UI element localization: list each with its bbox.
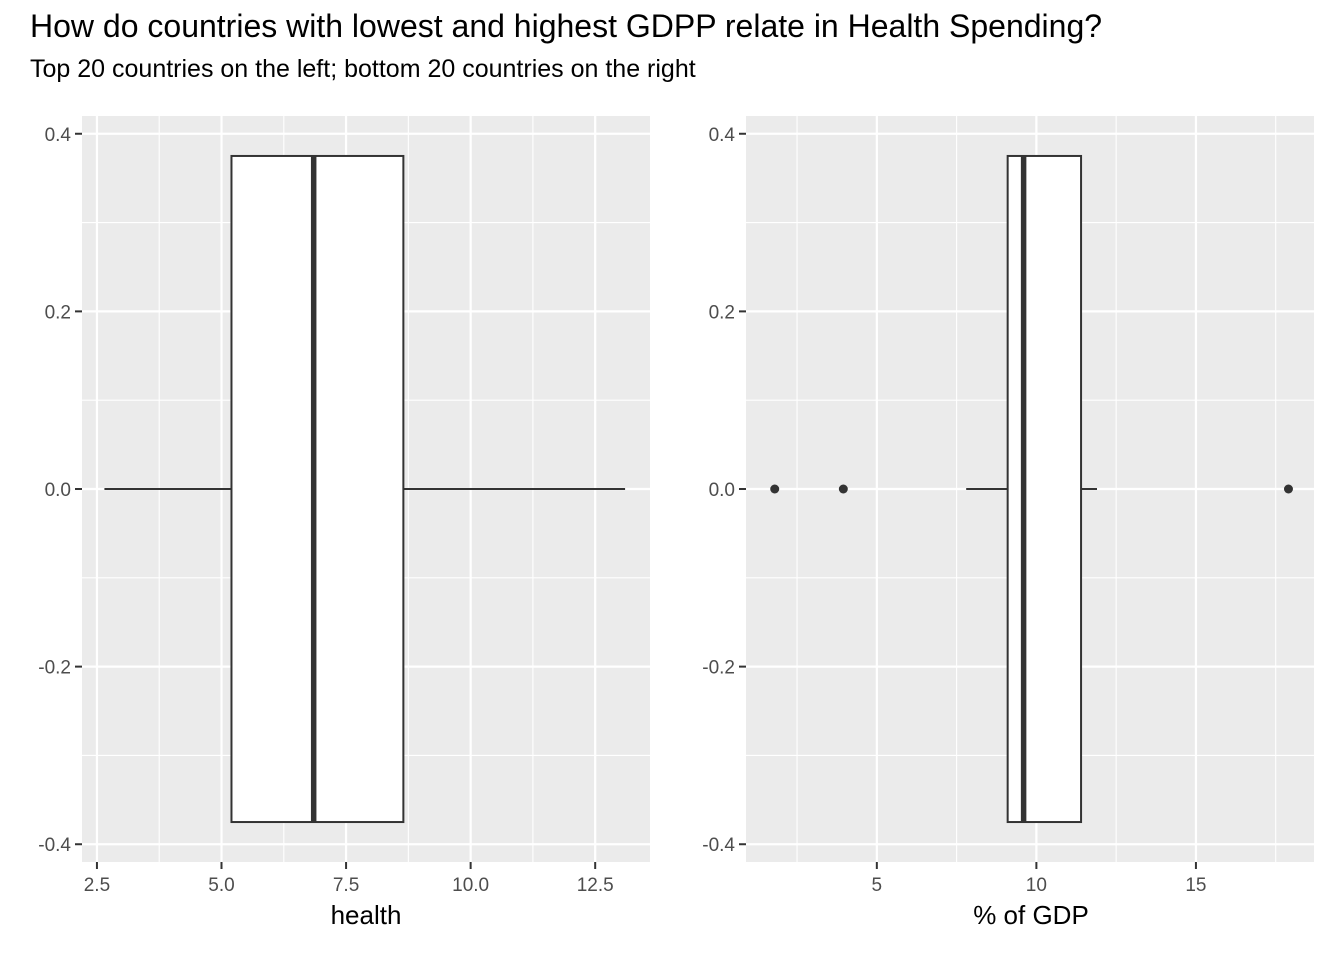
panel-1-x-tick-label: 7.5: [333, 875, 359, 896]
panel-1-y-tick-label: 0.4: [45, 125, 72, 146]
panel-2-y-tick-label: 0.4: [709, 125, 736, 146]
panel-2-box: [1006, 154, 1083, 824]
panel-2: 0.4 0.2 0.0 -0.2 -0.4 5 10 15 % of GDP: [702, 116, 1314, 930]
chart-title: How do countries with lowest and highest…: [30, 8, 1103, 44]
panel-1-y-tick-label: 0.2: [45, 302, 71, 323]
panel-1-x-tick-label: 2.5: [84, 875, 110, 896]
panel-2-x-tick-label: 10: [1026, 875, 1047, 896]
chart-subtitle: Top 20 countries on the left; bottom 20 …: [30, 55, 696, 83]
panel-2-x-tick-label: 5: [872, 875, 883, 896]
panel-2-y-tick-label: -0.2: [702, 658, 735, 679]
panel-2-outlier-point: [838, 484, 848, 494]
panel-1-box: [230, 154, 405, 824]
panel-1-x-tick-label: 12.5: [577, 875, 614, 896]
panel-1-y-tick-label: -0.2: [38, 658, 71, 679]
panel-2-x-axis-title: % of GDP: [973, 900, 1089, 930]
panel-1-x-axis-title: health: [331, 900, 402, 930]
panel-2-y-tick-label: -0.4: [702, 835, 735, 856]
panel-2-outlier-point: [770, 484, 780, 494]
panel-2-x-tick-label: 15: [1185, 875, 1206, 896]
panel-2-y-tick-label: 0.2: [709, 302, 735, 323]
panel-1: 0.4 0.2 0.0 -0.2 -0.4 2.5 5.0 7.5 10.0 12.5 health: [38, 116, 650, 930]
panel-1-y-tick-label: -0.4: [38, 835, 71, 856]
panel-1-y-tick-label: 0.0: [45, 480, 71, 501]
panel-2-outlier-point: [1283, 484, 1293, 494]
panel-1-x-tick-label: 5.0: [208, 875, 234, 896]
panel-2-y-tick-label: 0.0: [709, 480, 735, 501]
panel-1-x-tick-label: 10.0: [452, 875, 489, 896]
